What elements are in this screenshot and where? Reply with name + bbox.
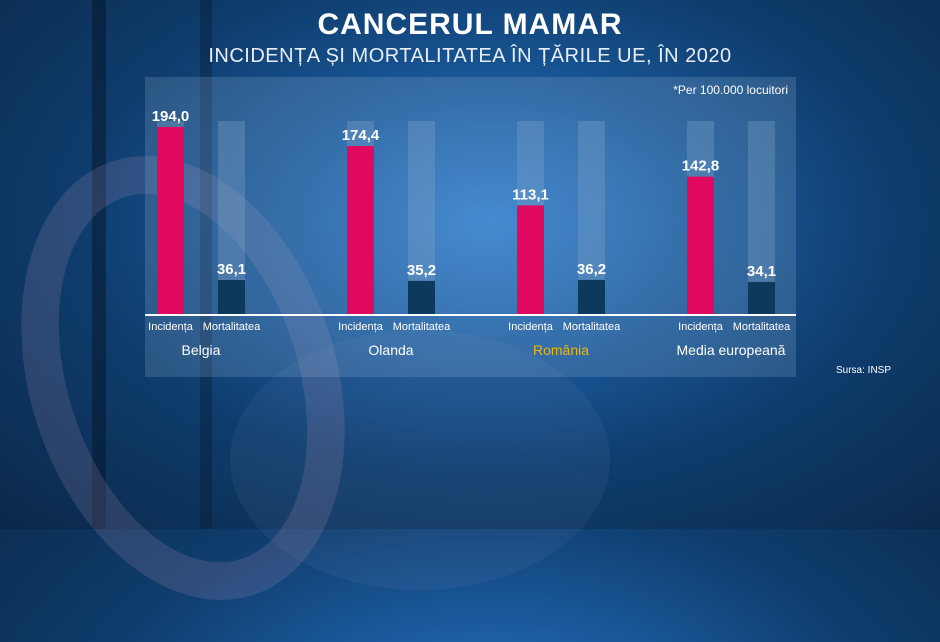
category-label: România — [533, 342, 589, 358]
mortality-bar — [748, 281, 775, 315]
bar-chart: 194,0 Incidența 36,1 Mortalitatea Belgia 174,… — [145, 108, 796, 358]
decorative-stripe — [92, 0, 106, 529]
mortality-bar — [408, 280, 435, 315]
chart-subtitle: INCIDENȚA ȘI MORTALITATEA ÎN ȚĂRILE UE, … — [208, 45, 732, 67]
chart-title: CANCERUL MAMAR — [317, 8, 623, 41]
value-label: 174,4 — [342, 127, 380, 144]
chart-panel: 194,0 Incidența 36,1 Mortalitatea Belgia 174,… — [145, 77, 796, 377]
incidence-bar — [347, 145, 374, 315]
value-label: 36,2 — [577, 261, 606, 278]
value-label: 142,8 — [682, 158, 720, 175]
bar-label: Mortalitatea — [203, 321, 261, 333]
value-label: 36,1 — [217, 261, 246, 278]
decorative-stripe — [200, 0, 212, 529]
category-label: Olanda — [368, 342, 413, 358]
bar-label: Mortalitatea — [563, 321, 621, 333]
bar-label: Incidența — [678, 321, 724, 333]
bar-label: Incidența — [338, 321, 384, 333]
incidence-bar — [687, 176, 714, 315]
category-label: Belgia — [182, 342, 221, 358]
mortality-bar — [218, 280, 245, 315]
incidence-bar — [157, 127, 184, 315]
incidence-bar — [517, 205, 544, 315]
mortality-bar — [578, 279, 605, 315]
bar-label: Incidența — [508, 321, 554, 333]
value-label: 113,1 — [512, 186, 549, 203]
unit-note: *Per 100.000 locuitori — [673, 83, 788, 97]
value-label: 34,1 — [747, 263, 776, 280]
value-label: 194,0 — [152, 108, 190, 125]
category-label: Media europeană — [677, 342, 786, 358]
bar-label: Mortalitatea — [393, 321, 451, 333]
bar-label: Mortalitatea — [733, 321, 791, 333]
bar-label: Incidența — [148, 321, 194, 333]
value-label: 35,2 — [407, 262, 436, 279]
source-label: Sursa: INSP — [836, 365, 892, 376]
